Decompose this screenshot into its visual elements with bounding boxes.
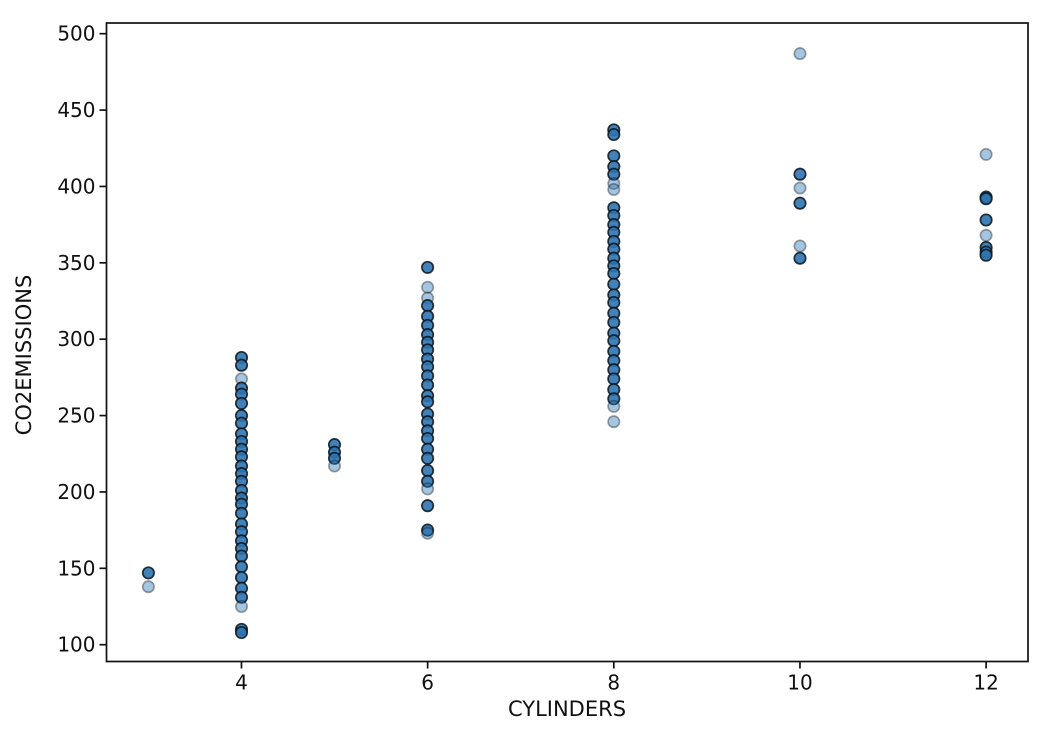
data-point (793, 47, 807, 61)
data-point (421, 260, 435, 274)
data-point (607, 372, 621, 386)
data-point (234, 416, 249, 430)
data-point (234, 560, 249, 574)
y-tick-label: 350 (57, 251, 95, 275)
data-point (979, 213, 993, 227)
x-tick-label: 4 (235, 671, 248, 695)
y-axis-title: CO2EMISSIONS (12, 274, 36, 436)
data-point (979, 248, 993, 262)
data-point (234, 599, 249, 614)
data-point (607, 334, 621, 348)
data-point (607, 277, 621, 291)
data-point (607, 149, 621, 163)
data-point (421, 395, 435, 409)
data-point (141, 566, 155, 580)
x-tick-label: 10 (787, 671, 812, 695)
data-point (607, 295, 621, 310)
data-point (234, 358, 249, 372)
y-tick-label: 500 (57, 22, 95, 46)
data-point (234, 506, 249, 520)
data-point (607, 399, 621, 413)
y-tick-label: 250 (57, 404, 95, 428)
data-point (793, 251, 807, 265)
data-point (979, 228, 993, 242)
data-point (421, 280, 435, 294)
x-axis-title: CYLINDERS (507, 697, 627, 721)
data-point (421, 474, 435, 488)
plot-frame (105, 22, 1029, 663)
data-point (607, 415, 621, 429)
data-point (327, 451, 342, 465)
data-point (607, 266, 621, 281)
data-point (141, 580, 155, 594)
y-tick-label: 150 (57, 556, 95, 580)
data-point (421, 431, 435, 446)
data-point (421, 523, 435, 537)
data-point (421, 482, 435, 496)
x-tick-label: 6 (421, 671, 434, 695)
data-point (421, 299, 435, 313)
y-tick-label: 300 (57, 327, 95, 351)
data-point (793, 196, 807, 210)
data-point (421, 464, 435, 478)
data-point (979, 192, 993, 206)
data-point (607, 182, 621, 197)
data-point (327, 459, 342, 473)
data-point (607, 167, 621, 181)
data-point (979, 147, 993, 161)
y-tick-label: 200 (57, 480, 95, 504)
data-point (421, 378, 435, 392)
data-point (234, 570, 249, 585)
data-point (234, 549, 249, 563)
x-tick-label: 8 (607, 671, 620, 695)
data-point (607, 176, 621, 190)
data-point (421, 451, 435, 465)
data-point (421, 526, 435, 540)
data-point (234, 590, 249, 604)
data-point (607, 392, 621, 406)
data-point (234, 625, 249, 640)
data-point (793, 167, 807, 181)
data-point (607, 315, 621, 329)
data-point (234, 396, 249, 410)
data-point (607, 127, 621, 142)
data-point (793, 239, 807, 253)
data-point (793, 181, 807, 195)
x-tick-label: 12 (973, 671, 998, 695)
y-tick-label: 100 (57, 633, 95, 657)
data-point (421, 499, 435, 513)
y-tick-label: 400 (57, 174, 95, 198)
y-tick-label: 450 (57, 98, 95, 122)
